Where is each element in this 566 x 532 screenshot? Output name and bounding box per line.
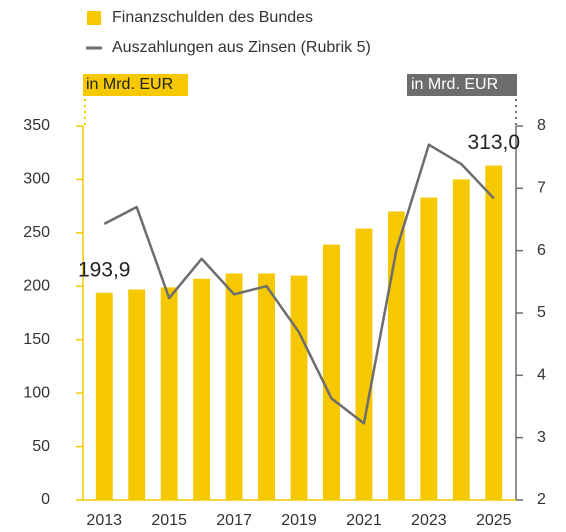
bar [485,165,503,500]
data-label: 193,9 [78,258,131,281]
y-label-box [83,74,188,96]
y2-tick-label: 7 [537,180,546,197]
bar [193,278,211,500]
bar [160,287,178,500]
y2-tick-label: 2 [537,491,546,508]
y2-label-box [407,74,517,96]
y2-tick-label: 6 [537,242,546,259]
bar [420,197,438,500]
y-tick-label: 0 [41,491,50,508]
y-tick-label: 350 [23,117,50,134]
x-tick-label: 2013 [86,512,122,529]
x-tick-label: 2021 [346,512,382,529]
x-tick-label: 2023 [411,512,447,529]
legend-label: Finanzschulden des Bundes [112,9,313,26]
bar [452,179,470,500]
legend-swatch [87,11,101,25]
y2-tick-label: 8 [537,117,546,134]
y-tick-label: 50 [32,438,50,455]
bar [95,292,113,500]
bar [258,273,275,500]
data-label: 313,0 [467,131,520,154]
bar [290,275,308,500]
legend-label: Auszahlungen aus Zinsen (Rubrik 5) [112,39,371,56]
x-tick-label: 2017 [216,512,252,529]
y2-tick-label: 5 [537,304,546,321]
y-tick-label: 200 [23,278,50,295]
y2-axis-label: in Mrd. EUR [411,76,498,93]
bar [355,228,373,500]
y2-tick-label: 3 [537,429,546,446]
y-tick-label: 150 [23,331,50,348]
y-tick-label: 250 [23,224,50,241]
bar [387,211,405,500]
y-axis-label: in Mrd. EUR [86,76,173,93]
bar [225,273,243,500]
line [103,143,495,425]
y-tick-label: 100 [23,384,50,401]
y2-tick-label: 4 [537,367,546,384]
bar [128,289,146,500]
bar [323,244,340,500]
x-tick-label: 2019 [281,512,317,529]
x-tick-label: 2025 [476,512,512,529]
x-tick-label: 2015 [151,512,187,529]
y-tick-label: 300 [23,171,50,188]
